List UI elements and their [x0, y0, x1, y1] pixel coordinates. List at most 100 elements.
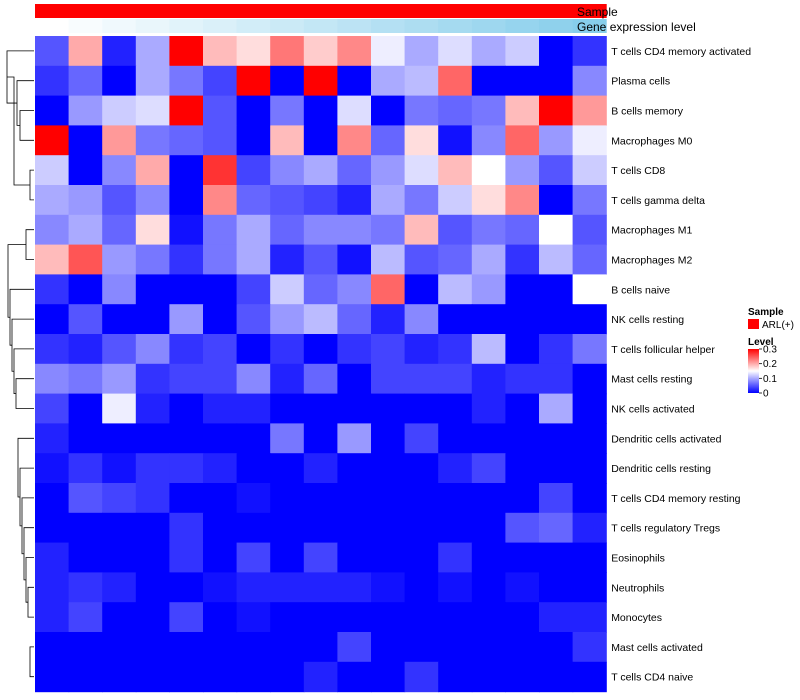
heatmap-cell	[303, 125, 338, 156]
heatmap-cell	[169, 542, 204, 573]
row-label: NK cells resting	[611, 314, 684, 326]
heatmap-cell	[203, 334, 238, 365]
heatmap-cell	[539, 453, 574, 484]
heatmap-cell	[505, 214, 540, 246]
heatmap-cell	[135, 632, 170, 663]
heatmap-cell	[303, 185, 338, 216]
heatmap-cell	[270, 423, 305, 454]
dendrogram-branch	[23, 527, 34, 581]
heatmap-cell	[337, 453, 372, 484]
heatmap-cell	[102, 125, 137, 156]
heatmap-cell	[438, 661, 473, 693]
heatmap-cell	[337, 602, 372, 633]
heatmap-cell	[203, 36, 238, 67]
heatmap-cell	[572, 602, 607, 633]
heatmap-cell	[371, 632, 406, 663]
heatmap-cell	[471, 155, 506, 186]
heatmap-cell	[135, 244, 170, 275]
heatmap-cell	[203, 155, 238, 186]
heatmap-cell	[236, 274, 271, 305]
heatmap-cell	[169, 602, 204, 633]
heatmap-cell	[169, 572, 204, 603]
legend-color-bar	[748, 349, 759, 393]
heatmap-cell	[371, 304, 406, 335]
heatmap-cell	[337, 483, 372, 514]
heatmap-cell	[68, 483, 103, 514]
row-label: T cells CD4 naive	[611, 672, 693, 684]
row-label: Mast cells resting	[611, 374, 692, 386]
heatmap-cell	[203, 363, 238, 395]
row-label: T cells follicular helper	[611, 344, 715, 356]
heatmap-cell	[371, 483, 406, 514]
annotation-sample-cell	[337, 4, 372, 18]
heatmap-cell	[471, 632, 506, 663]
heatmap-cell	[572, 185, 607, 216]
heatmap-cell	[371, 393, 406, 424]
legend: Sample ARL(+) Level 0 0.1 0.2 0.3	[748, 307, 794, 400]
annotation-gene-expression-cell	[371, 19, 406, 33]
heatmap-cell	[102, 542, 137, 573]
heatmap-cell	[572, 542, 607, 573]
heatmap-cell	[135, 95, 170, 126]
heatmap-cell	[505, 304, 540, 335]
heatmap-cell	[102, 65, 137, 97]
heatmap-cell	[102, 274, 137, 305]
annotation-gene-expression-cell	[135, 19, 170, 33]
heatmap-cell	[471, 244, 506, 275]
heatmap-cell	[438, 334, 473, 365]
heatmap-cell	[135, 542, 170, 573]
heatmap-cell	[270, 65, 305, 97]
heatmap-cell	[404, 483, 439, 514]
heatmap-cell	[236, 661, 271, 693]
dendrogram-branch	[13, 348, 34, 394]
heatmap-cell	[102, 95, 137, 126]
heatmap-cell	[236, 423, 271, 454]
heatmap-cell	[539, 36, 574, 67]
heatmap-cell	[236, 572, 271, 603]
heatmap-cell	[539, 244, 574, 275]
annotation-gene-expression-cell	[438, 19, 473, 33]
heatmap-cell	[539, 155, 574, 186]
heatmap-cell	[572, 304, 607, 335]
annotation-sample-cell	[236, 4, 271, 18]
heatmap-cell	[572, 65, 607, 97]
row-label: T cells CD4 memory resting	[611, 493, 740, 505]
legend-tick-label: 0.2	[763, 359, 777, 370]
heatmap-cell	[539, 542, 574, 573]
heatmap-cell	[471, 512, 506, 544]
dendrogram-branch	[7, 76, 30, 186]
heatmap-cell	[303, 572, 338, 603]
annotation-sample-cell	[539, 4, 574, 18]
heatmap-cell	[169, 661, 204, 693]
heatmap-cell	[505, 542, 540, 573]
heatmap-cell	[203, 602, 238, 633]
heatmap-cell	[539, 125, 574, 156]
heatmap-cell	[438, 542, 473, 573]
heatmap-cell	[337, 95, 372, 126]
heatmap-cell	[371, 155, 406, 186]
heatmap-cell	[169, 274, 204, 305]
heatmap-cell	[35, 185, 70, 216]
heatmap-cell	[169, 423, 204, 454]
heatmap-cell	[35, 542, 70, 573]
heatmap-cell	[236, 65, 271, 97]
row-dendrogram	[6, 50, 34, 678]
annotation-sample-cell	[68, 4, 103, 18]
heatmap-cell	[270, 602, 305, 633]
heatmap-cell	[102, 155, 137, 186]
column-annotations	[35, 4, 607, 33]
heatmap-cell	[169, 125, 204, 156]
heatmap-cell	[404, 602, 439, 633]
heatmap-cell	[236, 95, 271, 126]
heatmap-cell	[505, 632, 540, 663]
legend-title-sample: Sample	[748, 307, 784, 318]
row-label: Macrophages M2	[611, 255, 692, 267]
heatmap-cell	[572, 125, 607, 156]
heatmap-cell	[337, 244, 372, 275]
heatmap-cell	[404, 334, 439, 365]
heatmap-cell	[371, 334, 406, 365]
row-label: T cells regulatory Tregs	[611, 523, 720, 535]
heatmap-cell	[68, 423, 103, 454]
heatmap-cell	[404, 214, 439, 246]
